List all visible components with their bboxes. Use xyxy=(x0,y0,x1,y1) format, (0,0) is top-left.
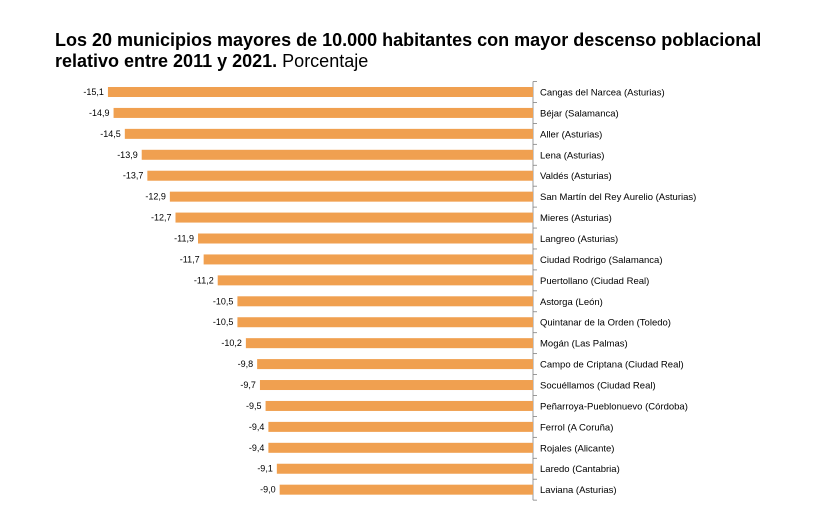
category-label: Laviana (Asturias) xyxy=(540,485,617,496)
bar xyxy=(259,380,533,391)
bar xyxy=(113,107,533,118)
category-label: Rojales (Alicante) xyxy=(540,443,614,454)
bar xyxy=(217,275,533,286)
category-label: Mieres (Asturias) xyxy=(540,213,612,224)
bar xyxy=(237,296,534,307)
bar xyxy=(141,149,533,160)
category-label: Valdés (Asturias) xyxy=(540,171,612,182)
value-label: -9,4 xyxy=(249,443,265,453)
value-label: -10,5 xyxy=(213,317,234,327)
value-label: -9,4 xyxy=(249,422,265,432)
bar xyxy=(124,128,533,139)
category-label: Cangas del Narcea (Asturias) xyxy=(540,88,665,99)
value-label: -9,1 xyxy=(257,464,273,474)
bar xyxy=(169,191,534,202)
bar xyxy=(268,442,533,453)
bar xyxy=(203,254,533,265)
value-label: -15,1 xyxy=(83,87,104,97)
category-label: Quintanar de la Orden (Toledo) xyxy=(540,318,671,329)
value-label: -14,9 xyxy=(89,108,110,118)
bar xyxy=(147,170,533,181)
bar xyxy=(245,338,533,349)
chart-title-main: Los 20 municipios mayores de 10.000 habi… xyxy=(55,30,762,71)
value-label: -12,7 xyxy=(151,213,172,223)
value-label: -11,9 xyxy=(174,234,194,244)
value-label: -9,0 xyxy=(260,485,276,495)
category-label: Laredo (Cantabria) xyxy=(540,464,620,475)
bar xyxy=(268,421,533,432)
value-label: -10,5 xyxy=(213,296,234,306)
value-label: -9,8 xyxy=(238,359,254,369)
category-label: Béjar (Salamanca) xyxy=(540,108,619,119)
bar xyxy=(175,212,533,223)
category-label: Mogán (Las Palmas) xyxy=(540,339,628,350)
category-label: Langreo (Asturias) xyxy=(540,234,618,245)
value-label: -9,5 xyxy=(246,401,262,411)
bar xyxy=(198,233,533,244)
category-label: Lena (Asturias) xyxy=(540,150,604,161)
category-label: Puertollano (Ciudad Real) xyxy=(540,276,649,287)
value-label: -13,7 xyxy=(123,171,144,181)
value-label: -10,2 xyxy=(221,338,242,348)
bar xyxy=(237,317,534,328)
value-label: -13,9 xyxy=(117,150,138,160)
category-label: Astorga (León) xyxy=(540,297,603,308)
category-label: Aller (Asturias) xyxy=(540,129,602,140)
bar xyxy=(107,87,533,97)
bar xyxy=(276,463,533,474)
value-label: -12,9 xyxy=(145,192,166,202)
category-label: San Martín del Rey Aurelio (Asturias) xyxy=(540,192,696,203)
bar xyxy=(279,484,533,495)
category-label: Ferrol (A Coruña) xyxy=(540,422,613,433)
category-label: Ciudad Rodrigo (Salamanca) xyxy=(540,255,663,266)
category-label: Peñarroya-Pueblonuevo (Córdoba) xyxy=(540,401,688,412)
category-label: Socuéllamos (Ciudad Real) xyxy=(540,381,656,392)
value-label: -11,7 xyxy=(180,254,200,264)
value-label: -11,2 xyxy=(194,275,214,285)
chart-title: Los 20 municipios mayores de 10.000 habi… xyxy=(55,30,825,72)
bar xyxy=(265,400,533,411)
bar xyxy=(257,359,533,370)
chart-subtitle: Porcentaje xyxy=(282,51,369,71)
category-label: Campo de Criptana (Ciudad Real) xyxy=(540,360,684,371)
value-label: -14,5 xyxy=(100,129,121,139)
value-label: -9,7 xyxy=(240,380,256,390)
